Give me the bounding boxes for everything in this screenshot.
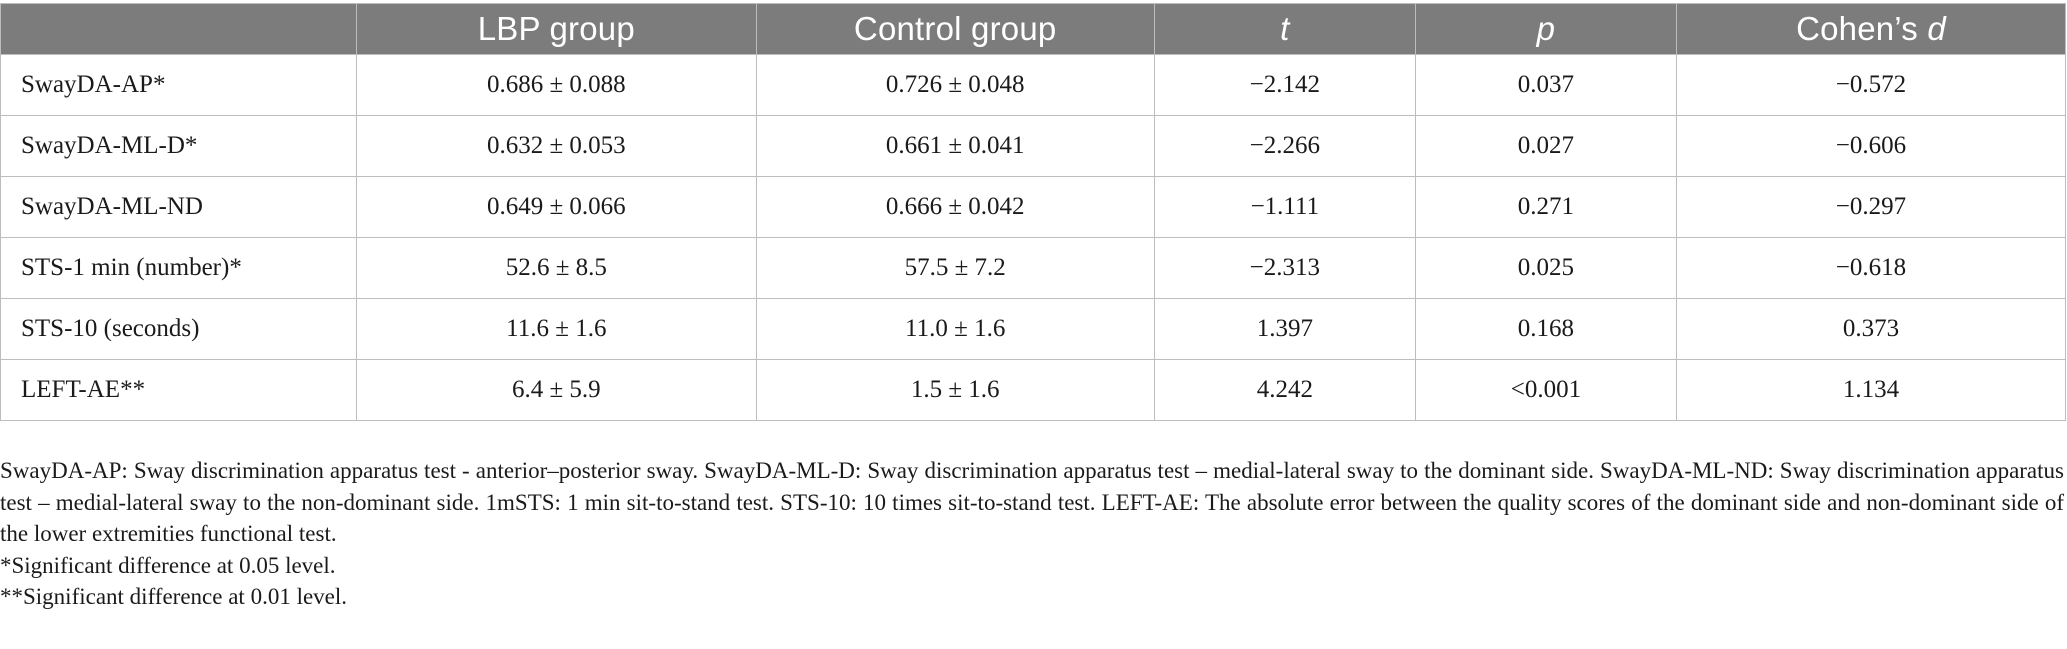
header-cell-empty [0, 3, 358, 55]
header-control-group: Control group [755, 3, 1155, 55]
cell-p: <0.001 [1414, 359, 1677, 421]
cell-t: −1.111 [1153, 176, 1416, 238]
cell-cohens-d: 1.134 [1675, 359, 2067, 421]
cell-p: 0.037 [1414, 54, 1677, 116]
row-label: SwayDA-ML-ND [0, 176, 358, 238]
row-label: STS-10 (seconds) [0, 298, 358, 360]
cell-t: −2.313 [1153, 237, 1416, 299]
header-cohens-d: Cohen’s d [1675, 3, 2067, 55]
cell-control-group: 0.726 ± 0.048 [755, 54, 1155, 116]
table-footnotes: SwayDA-AP: Sway discrimination apparatus… [0, 455, 2064, 613]
cell-lbp-group: 0.686 ± 0.088 [356, 54, 757, 116]
header-t: t [1153, 3, 1416, 55]
cell-cohens-d: −0.297 [1675, 176, 2067, 238]
header-cohens-d-symbol: d [1927, 10, 1946, 47]
header-cohens-d-label: Cohen’s [1796, 10, 1928, 47]
header-row: LBP group Control group t p Cohen’s d [0, 3, 2067, 55]
header-p: p [1414, 3, 1677, 55]
cell-lbp-group: 0.632 ± 0.053 [356, 115, 757, 177]
cell-t: 4.242 [1153, 359, 1416, 421]
cell-t: −2.266 [1153, 115, 1416, 177]
row-label: LEFT-AE** [0, 359, 358, 421]
table-row: SwayDA-AP* 0.686 ± 0.088 0.726 ± 0.048 −2.1… [0, 54, 2067, 116]
cell-lbp-group: 52.6 ± 8.5 [356, 237, 757, 299]
footnote-significance-05: *Significant difference at 0.05 level. [0, 552, 336, 578]
row-label: SwayDA-AP* [0, 54, 358, 116]
cell-p: 0.168 [1414, 298, 1677, 360]
cell-t: 1.397 [1153, 298, 1416, 360]
cell-lbp-group: 11.6 ± 1.6 [356, 298, 757, 360]
cell-cohens-d: 0.373 [1675, 298, 2067, 360]
row-label: STS-1 min (number)* [0, 237, 358, 299]
table-row: LEFT-AE** 6.4 ± 5.9 1.5 ± 1.6 4.242 <0.001 1.… [0, 359, 2067, 421]
cell-lbp-group: 0.649 ± 0.066 [356, 176, 757, 238]
cell-cohens-d: −0.572 [1675, 54, 2067, 116]
cell-lbp-group: 6.4 ± 5.9 [356, 359, 757, 421]
footnote-abbreviations: SwayDA-AP: Sway discrimination apparatus… [0, 458, 2064, 546]
cell-cohens-d: −0.618 [1675, 237, 2067, 299]
cell-cohens-d: −0.606 [1675, 115, 2067, 177]
cell-control-group: 0.661 ± 0.041 [755, 115, 1155, 177]
table-header: LBP group Control group t p Cohen’s d [0, 3, 2067, 55]
table-row: STS-1 min (number)* 52.6 ± 8.5 57.5 ± 7.2−… [0, 237, 2067, 299]
cell-p: 0.271 [1414, 176, 1677, 238]
cell-t: −2.142 [1153, 54, 1416, 116]
cell-p: 0.025 [1414, 237, 1677, 299]
cell-control-group: 1.5 ± 1.6 [755, 359, 1155, 421]
table-row: SwayDA-ML-ND 0.649 ± 0.066 0.666 ± 0.042 −1… [0, 176, 2067, 238]
header-lbp-group: LBP group [356, 3, 757, 55]
table-row: STS-10 (seconds) 11.6 ± 1.6 11.0 ± 1.6 1.39… [0, 298, 2067, 360]
cell-control-group: 0.666 ± 0.042 [755, 176, 1155, 238]
table-row: SwayDA-ML-D* 0.632 ± 0.053 0.661 ± 0.041 −2… [0, 115, 2067, 177]
results-table: LBP group Control group t p Cohen’s d Sw… [0, 3, 2067, 421]
cell-p: 0.027 [1414, 115, 1677, 177]
footnote-significance-01: **Significant difference at 0.01 level. [0, 584, 348, 609]
cell-control-group: 11.0 ± 1.6 [755, 298, 1155, 360]
table-body: SwayDA-AP* 0.686 ± 0.088 0.726 ± 0.048 −2.1… [0, 54, 2067, 421]
cell-control-group: 57.5 ± 7.2 [755, 237, 1155, 299]
row-label: SwayDA-ML-D* [0, 115, 358, 177]
